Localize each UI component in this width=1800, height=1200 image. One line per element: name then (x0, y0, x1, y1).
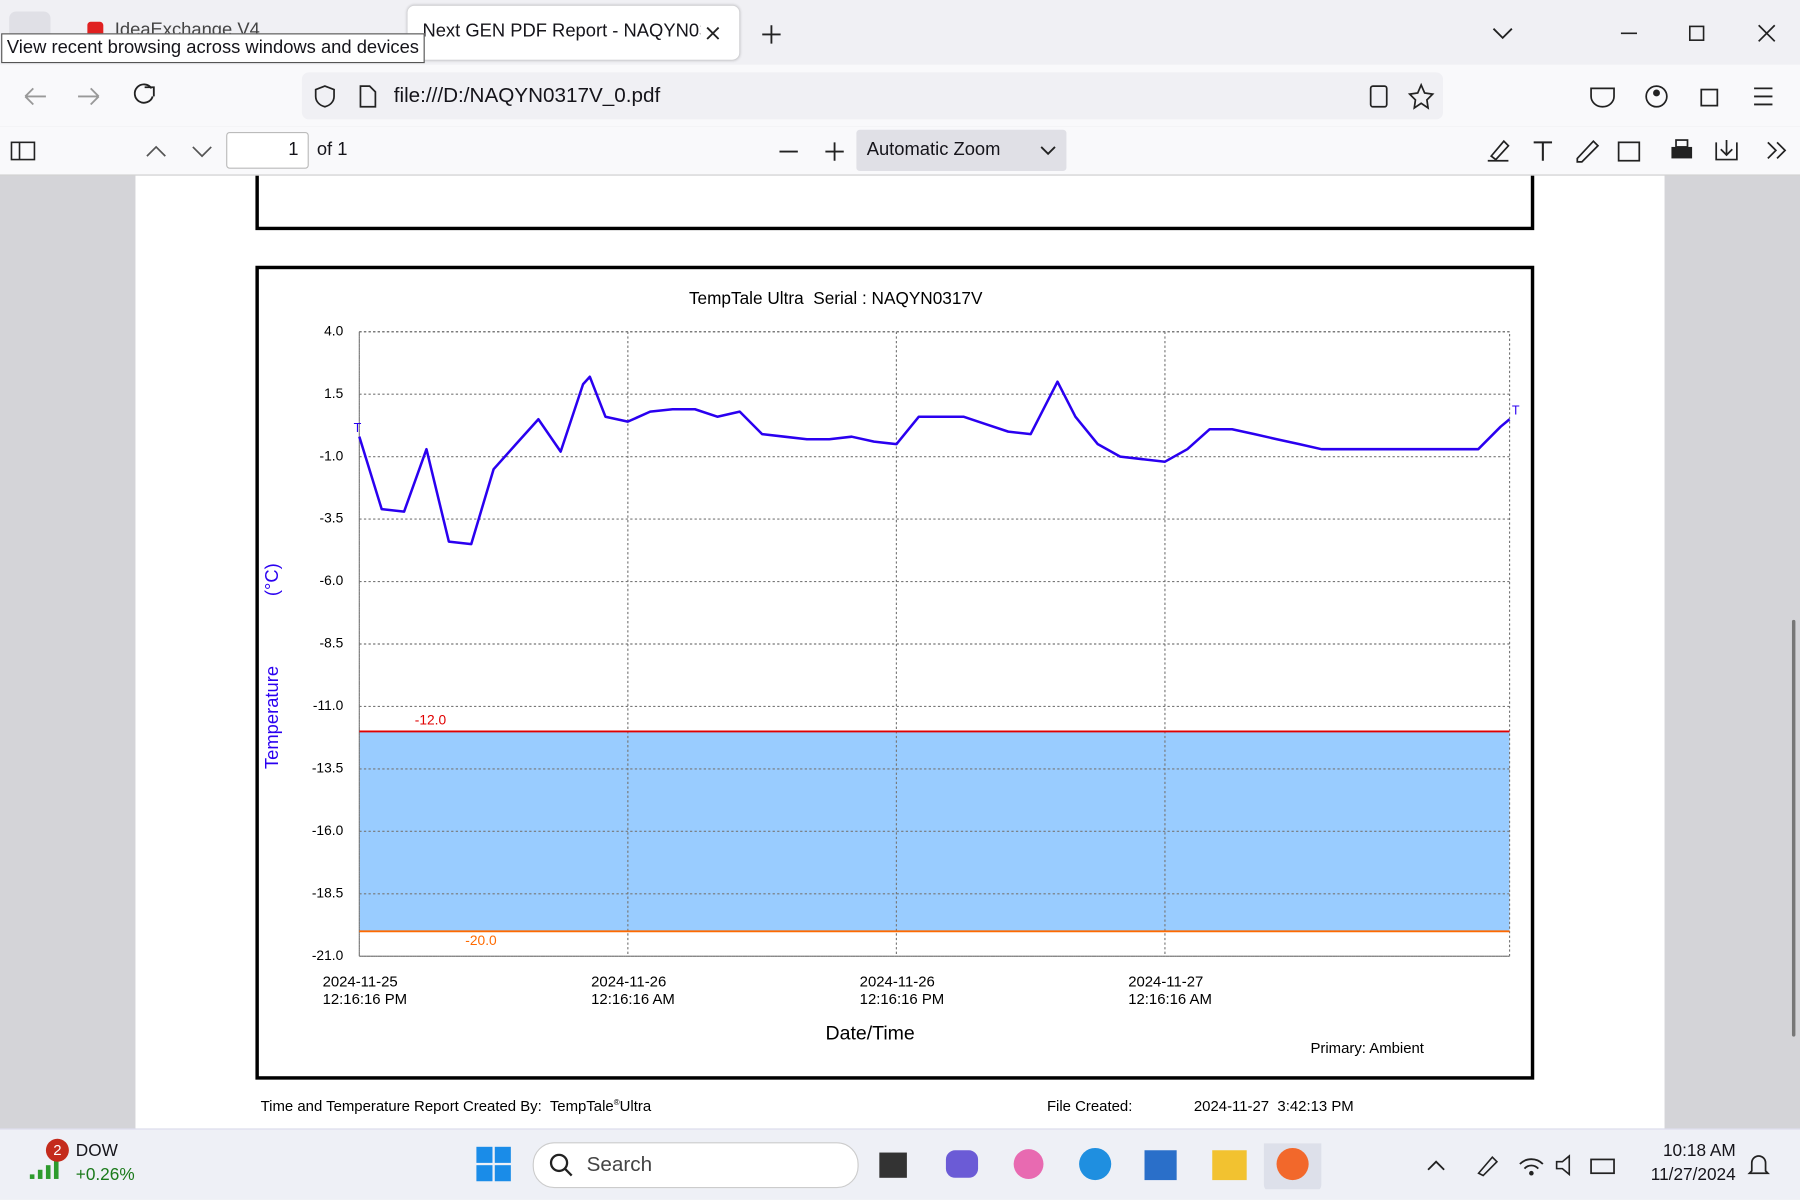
page-number-input[interactable]: 1 (226, 132, 309, 169)
limit-label: -12.0 (415, 713, 447, 728)
chart-frame (255, 265, 1535, 1080)
y-tick-label: 1.5 (324, 386, 343, 401)
series-line (358, 375, 1511, 546)
y-tick-label: -13.5 (312, 761, 344, 776)
url-text: file:///D:/NAQYN0317V_0.pdf (393, 83, 661, 107)
system-tray[interactable] (1423, 1150, 1630, 1180)
y-tick-label: -3.5 (320, 511, 344, 526)
y-tick-label: -11.0 (313, 698, 344, 713)
tab-close[interactable] (703, 23, 724, 44)
x-tick-label: 12:16:16 PM (323, 991, 408, 1008)
pdf-tools[interactable] (1483, 135, 1793, 167)
nav-buttons[interactable] (21, 83, 170, 111)
ticker-change: +0.26% (75, 1165, 135, 1185)
x-tick-label: 2024-11-27 (1128, 974, 1203, 991)
search-icon (549, 1153, 573, 1177)
url-icons (314, 85, 377, 108)
clock-date: 11/27/2024 (1650, 1165, 1736, 1185)
y-axis-label: Temperature (261, 666, 282, 769)
x-tick-label: 12:16:16 AM (1128, 991, 1212, 1008)
tooltip: View recent browsing across windows and … (1, 33, 425, 64)
x-tick-label: 2024-11-25 (323, 974, 398, 991)
new-tab[interactable] (759, 22, 784, 47)
plot-border (358, 331, 1511, 957)
notifications[interactable] (1747, 1153, 1770, 1178)
x-tick-label: 12:16:16 AM (591, 991, 675, 1008)
footer-product-mark: ® (613, 1099, 620, 1108)
zoom-value: Automatic Zoom (866, 140, 1001, 160)
scrollbar-thumb[interactable] (1791, 619, 1796, 1037)
zoom-buttons[interactable] (776, 138, 849, 166)
active-tab[interactable] (407, 5, 740, 60)
x-tick-label: 2024-11-26 (860, 974, 935, 991)
footer-created-by: Time and Temperature Report Created By: … (261, 1097, 652, 1114)
x-tick-label: 12:16:16 PM (860, 991, 945, 1008)
footer-product-suffix: Ultra (619, 1097, 652, 1115)
tab-title: Next GEN PDF Report - NAQYN031 (422, 21, 701, 42)
y-tick-label: -16.0 (312, 823, 344, 838)
window-controls[interactable] (1607, 21, 1791, 46)
url-actions[interactable] (1366, 82, 1435, 111)
y-tick-label: -21.0 (312, 948, 344, 963)
search-box[interactable] (532, 1142, 859, 1189)
zoom-arrow (1040, 146, 1056, 156)
x-tick-label: 2024-11-26 (591, 974, 666, 991)
y-tick-label: -18.5 (312, 885, 344, 900)
notification-badge: 2 (45, 1138, 69, 1162)
y-tick-label: -8.5 (320, 636, 344, 651)
start-button[interactable] (475, 1146, 512, 1183)
url-bar[interactable] (301, 72, 1443, 120)
point-marker: T (354, 421, 362, 435)
file-created-label: File Created: (1046, 1097, 1133, 1115)
footer-product: TempTale (549, 1097, 614, 1115)
toolbar-icons[interactable] (1589, 83, 1784, 111)
limit-label: -20.0 (465, 933, 497, 948)
page-count: of 1 (316, 140, 348, 160)
y-tick-label: -6.0 (320, 573, 344, 588)
sidebar-and-page-nav[interactable] (9, 138, 227, 166)
chart-title: TempTale Ultra Serial : NAQYN0317V (689, 288, 983, 308)
zoom-select[interactable] (856, 129, 1067, 172)
upper-box (255, 175, 1535, 231)
y-tick-label: -1.0 (320, 448, 344, 463)
y-axis-unit: (°C) (261, 563, 282, 596)
tab-overflow[interactable] (1490, 21, 1515, 46)
chart: TempTale Ultra Serial : NAQYN0317V Tempe… (255, 175, 1535, 1080)
file-created: 2024-11-27 3:42:13 PM (1193, 1097, 1354, 1115)
clock-time: 10:18 AM (1662, 1141, 1736, 1161)
y-tick-label: 4.0 (324, 323, 343, 338)
stock-icon[interactable] (28, 1154, 67, 1182)
annotation: Primary: Ambient (1310, 1040, 1424, 1057)
point-marker: T (1512, 403, 1520, 417)
search-placeholder: Search (586, 1152, 653, 1176)
taskbar-apps[interactable] (877, 1143, 1336, 1190)
pdf-page (135, 175, 1665, 1129)
ticker: DOW (75, 1141, 118, 1161)
footer-label: Time and Temperature Report Created By: (260, 1097, 542, 1115)
x-axis-label: Date/Time (826, 1022, 915, 1044)
